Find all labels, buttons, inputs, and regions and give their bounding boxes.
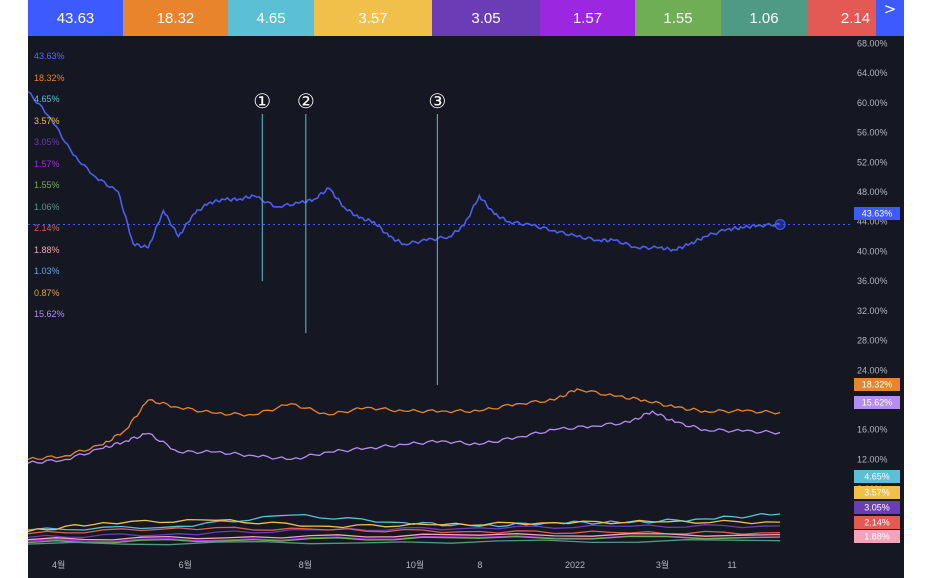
series-legend: 43.63% 18.32% 4.65% 3.57% 3.05% 1.57% 1.55% 1.0… bbox=[34, 46, 65, 326]
y-tick-label: 24.00% bbox=[857, 365, 888, 375]
y-tick-label: 48.00% bbox=[857, 187, 888, 197]
y-tick-label: 12.00% bbox=[857, 454, 888, 464]
top-value-segment[interactable]: 4.65 bbox=[228, 0, 314, 36]
more-values-tab[interactable]: > bbox=[876, 0, 904, 36]
x-tick-label: 8월 bbox=[299, 559, 312, 570]
legend-item[interactable]: 1.03% bbox=[34, 266, 60, 276]
value-tag bbox=[854, 396, 900, 409]
top-value-segment[interactable]: 18.32 bbox=[123, 0, 228, 36]
value-tag-label: 3.05% bbox=[864, 503, 890, 513]
y-tick-label: 40.00% bbox=[857, 246, 888, 256]
value-tag-label: 2.14% bbox=[864, 518, 890, 528]
y-tick-label: 32.00% bbox=[857, 306, 888, 316]
value-tag bbox=[854, 470, 900, 483]
y-tick-label: 52.00% bbox=[857, 157, 888, 167]
y-tick-label: 60.00% bbox=[857, 98, 888, 108]
x-tick-label: 6월 bbox=[179, 559, 192, 570]
top-value-segment[interactable]: 3.05 bbox=[432, 0, 540, 36]
value-tag bbox=[854, 530, 900, 543]
legend-item[interactable]: 18.32% bbox=[34, 72, 65, 83]
series-line bbox=[28, 535, 781, 544]
x-tick-label: 2022 bbox=[565, 560, 585, 570]
value-tag-label: 43.63% bbox=[862, 209, 893, 219]
series-line bbox=[28, 91, 781, 253]
legend-item[interactable]: 43.63% bbox=[34, 51, 65, 61]
legend-item[interactable]: 3.05% bbox=[34, 137, 60, 147]
top-value-segment[interactable]: 3.57 bbox=[314, 0, 432, 36]
x-tick-label: 11 bbox=[727, 560, 736, 570]
series-line bbox=[28, 526, 781, 535]
legend-item[interactable]: 1.55% bbox=[34, 180, 60, 190]
series-line bbox=[28, 388, 781, 461]
last-point-marker bbox=[774, 218, 786, 230]
series-line bbox=[28, 410, 781, 464]
x-tick-label: 8 bbox=[477, 560, 482, 570]
line-chart: 68.00% 64.00% 60.00% 56.00% 52.00% 48.00% 44.0… bbox=[28, 36, 904, 578]
legend-item[interactable]: 15.62% bbox=[34, 309, 65, 319]
series-line bbox=[28, 524, 781, 539]
value-tag bbox=[854, 486, 900, 499]
top-value-segment[interactable]: 1.57 bbox=[540, 0, 635, 36]
x-tick-label: 3월 bbox=[656, 559, 669, 570]
y-tick-label: 16.00% bbox=[857, 425, 888, 435]
chevron-right-icon: > bbox=[883, 0, 897, 18]
x-tick-label: 10월 bbox=[406, 559, 424, 570]
annotation-marker: ② bbox=[297, 89, 315, 113]
top-value-segment[interactable]: 1.55 bbox=[635, 0, 721, 36]
value-tag bbox=[854, 501, 900, 514]
y-tick-label: 36.00% bbox=[857, 276, 888, 286]
y-tick-label: 28.00% bbox=[857, 336, 888, 346]
value-tag-label: 18.32% bbox=[862, 380, 893, 390]
value-tag bbox=[854, 378, 900, 391]
y-tick-label: 68.00% bbox=[857, 38, 888, 48]
y-tick-label: 44.00% bbox=[857, 217, 888, 227]
annotation-marker: ③ bbox=[428, 89, 446, 113]
legend-item[interactable]: 1.57% bbox=[34, 158, 60, 169]
legend-item[interactable]: 1.06% bbox=[34, 201, 60, 212]
series-line bbox=[28, 518, 781, 533]
top-value-segment[interactable]: 43.63 bbox=[28, 0, 123, 36]
y-tick-label: 56.00% bbox=[857, 128, 888, 138]
y-tick-label: 64.00% bbox=[857, 68, 888, 78]
legend-item[interactable]: 0.87% bbox=[34, 287, 60, 298]
series-line bbox=[28, 533, 781, 541]
value-tag bbox=[854, 207, 900, 220]
value-tag-label: 15.62% bbox=[862, 398, 893, 408]
top-values-bar: 43.63 18.32 4.65 3.57 3.05 1.57 1.55 1.06 2.14 bbox=[28, 0, 904, 36]
x-tick-label: 4월 bbox=[52, 559, 65, 570]
legend-item[interactable]: 4.65% bbox=[34, 94, 60, 104]
chart-area: 68.00% 64.00% 60.00% 56.00% 52.00% 48.00% 44.0… bbox=[28, 36, 904, 578]
value-tag-label: 3.57% bbox=[864, 488, 890, 498]
top-value-segment[interactable]: 1.06 bbox=[721, 0, 807, 36]
value-tag bbox=[854, 516, 900, 529]
annotation-marker: ① bbox=[253, 89, 271, 113]
value-tag-label: 4.65% bbox=[864, 472, 890, 482]
legend-item[interactable]: 3.57% bbox=[34, 115, 60, 126]
legend-item[interactable]: 2.14% bbox=[34, 223, 60, 233]
value-tag-label: 1.88% bbox=[864, 532, 890, 542]
legend-item[interactable]: 1.88% bbox=[34, 244, 60, 255]
series-line bbox=[28, 539, 781, 546]
